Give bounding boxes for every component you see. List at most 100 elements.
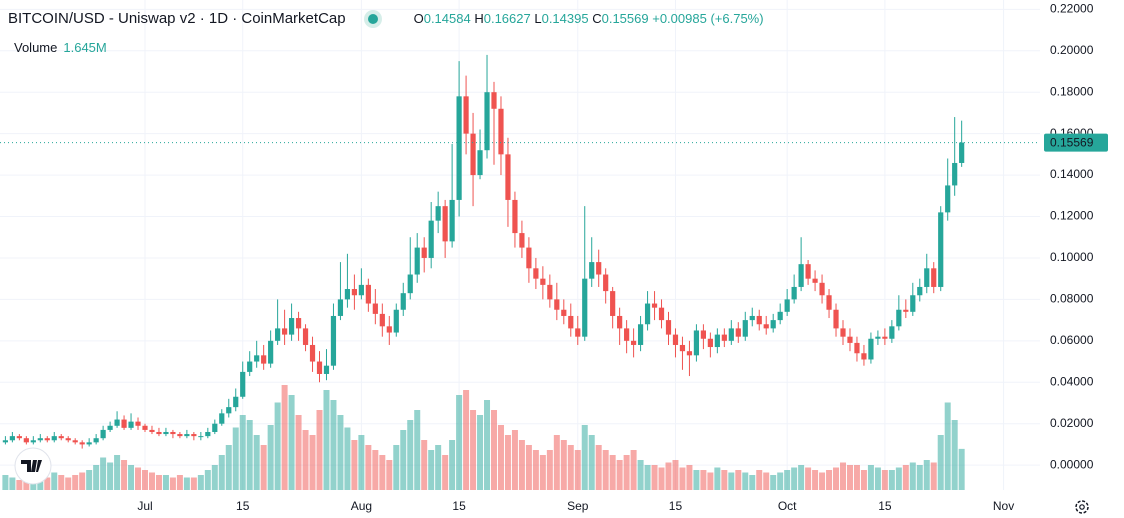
gear-hole bbox=[1079, 504, 1085, 510]
volume-bar bbox=[491, 410, 497, 490]
candle-body bbox=[37, 438, 43, 441]
candle-body bbox=[100, 429, 106, 439]
candle-body bbox=[212, 423, 218, 432]
candle-body bbox=[826, 295, 832, 310]
volume-bar bbox=[763, 472, 770, 490]
candle-body bbox=[135, 421, 141, 426]
volume-bar bbox=[860, 470, 867, 490]
candle-body bbox=[665, 320, 672, 335]
volume-bar bbox=[895, 467, 902, 490]
candle-body bbox=[519, 233, 525, 248]
candle-body bbox=[93, 438, 99, 443]
candle-body bbox=[323, 365, 330, 374]
candle-body bbox=[226, 407, 232, 414]
volume-bar bbox=[456, 395, 463, 490]
candle-body bbox=[233, 396, 239, 408]
y-tick-label: 0.04000 bbox=[1050, 374, 1094, 388]
gear-ring bbox=[1075, 500, 1089, 514]
candle-body bbox=[505, 154, 511, 200]
volume-bar bbox=[484, 400, 491, 490]
volume-bar bbox=[805, 467, 812, 490]
candle-body bbox=[875, 336, 881, 339]
candle-body bbox=[288, 318, 295, 335]
y-tick-label: 0.02000 bbox=[1050, 416, 1094, 430]
volume-bar bbox=[951, 420, 958, 490]
y-tick-label: 0.08000 bbox=[1050, 292, 1094, 306]
volume-bar bbox=[288, 395, 295, 490]
volume-bar bbox=[93, 465, 100, 490]
volume-bar bbox=[400, 430, 407, 490]
volume-bar bbox=[588, 435, 595, 490]
candle-body bbox=[372, 303, 378, 314]
candle-body bbox=[254, 355, 260, 362]
candle-body bbox=[414, 247, 420, 275]
candle-body bbox=[275, 328, 281, 341]
volume-bar bbox=[693, 470, 700, 490]
volume-bar bbox=[225, 445, 232, 490]
candle-body bbox=[198, 436, 204, 438]
volume-bar bbox=[197, 475, 204, 490]
volume-bar bbox=[916, 465, 923, 490]
candle-body bbox=[805, 264, 811, 279]
candle-body bbox=[393, 309, 399, 333]
volume-bar bbox=[72, 475, 79, 490]
candle-body bbox=[756, 315, 762, 325]
volume-bar bbox=[574, 450, 581, 490]
last-price-label: 0.15569 bbox=[1050, 136, 1094, 150]
candle-body bbox=[861, 353, 867, 360]
volume-bar bbox=[686, 465, 693, 490]
ohlc-values: O0.14584 H0.16627 L0.14395 C0.15569 +0.0… bbox=[414, 11, 764, 26]
volume-bar bbox=[714, 467, 721, 490]
candle-body bbox=[644, 303, 651, 325]
candle-body bbox=[72, 440, 78, 443]
volume-bar bbox=[316, 410, 323, 490]
candle-body bbox=[16, 436, 22, 439]
volume-bar bbox=[204, 470, 211, 490]
candle-body bbox=[917, 286, 923, 296]
candle-body bbox=[170, 431, 176, 435]
volume-bar bbox=[812, 470, 819, 490]
candle-body bbox=[121, 419, 127, 428]
ohlc-letter: H bbox=[474, 11, 484, 26]
volume-bar bbox=[79, 472, 86, 490]
volume-bar bbox=[176, 475, 183, 490]
volume-bar bbox=[121, 460, 128, 490]
volume-bar bbox=[239, 415, 246, 490]
settings-gear[interactable] bbox=[1075, 500, 1089, 514]
candle-body bbox=[589, 262, 595, 279]
volume-bar bbox=[232, 427, 239, 490]
candle-body bbox=[484, 92, 490, 151]
candle-body bbox=[309, 344, 316, 362]
volume-bar bbox=[553, 435, 560, 490]
volume-bar bbox=[442, 455, 449, 490]
candle-body bbox=[44, 438, 50, 441]
volume-bar bbox=[295, 415, 302, 490]
volume-bar bbox=[819, 472, 826, 490]
legend-header: BITCOIN/USD - Uniswap v2 · 1D · CoinMark… bbox=[8, 10, 764, 27]
x-tick-label: Aug bbox=[351, 499, 372, 513]
volume-bar bbox=[728, 472, 735, 490]
candle-body bbox=[358, 284, 364, 296]
candle-body bbox=[749, 315, 755, 321]
volume-bar bbox=[874, 467, 881, 490]
volume-bar bbox=[651, 465, 658, 490]
candle-body bbox=[777, 311, 783, 321]
volume-bar bbox=[749, 475, 756, 490]
market-status[interactable] bbox=[367, 13, 378, 24]
candle-body bbox=[79, 442, 85, 445]
volume-bar bbox=[511, 430, 518, 490]
volume-bar bbox=[867, 465, 874, 490]
candle-body bbox=[184, 434, 190, 437]
candle-body bbox=[177, 434, 183, 437]
candle-body bbox=[868, 338, 874, 360]
candle-body bbox=[128, 421, 134, 428]
candle-body bbox=[631, 340, 637, 345]
candle-body bbox=[554, 299, 560, 310]
x-tick-label: 15 bbox=[236, 499, 250, 513]
candle-body bbox=[728, 328, 734, 341]
volume-bar bbox=[211, 465, 218, 490]
candle-body bbox=[86, 442, 92, 445]
volume-bar bbox=[330, 400, 337, 490]
volume-bar bbox=[351, 440, 358, 490]
candle-body bbox=[651, 303, 658, 308]
